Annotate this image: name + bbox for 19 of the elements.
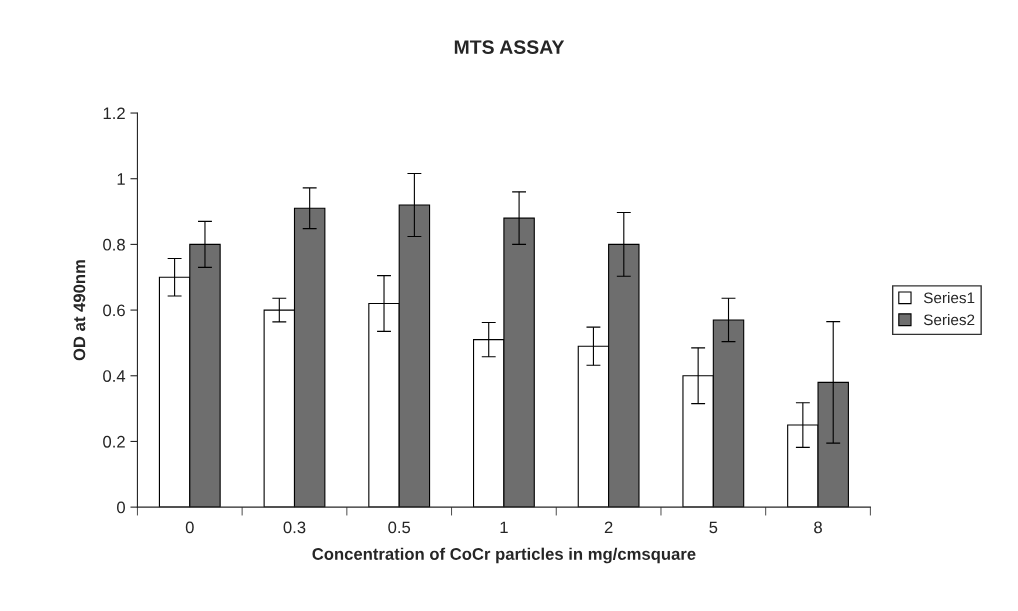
y-tick-label: 0.8 [103, 238, 125, 251]
x-tick-label: 2 [604, 521, 613, 534]
legend-label: Series1 [923, 292, 975, 304]
x-tick-label: 0 [185, 521, 194, 534]
x-tick-label: 5 [709, 521, 718, 534]
y-tick-label: 1.2 [103, 107, 125, 120]
legend-label: Series2 [923, 313, 975, 326]
x-tick-label: 8 [814, 521, 822, 534]
chart-title: MTS ASSAY [454, 40, 565, 54]
x-axis-title: Concentration of CoCr particles in mg/cmsquare [312, 547, 696, 564]
x-tick-label: 0.5 [388, 521, 411, 534]
y-tick-label: 0.6 [103, 304, 125, 317]
y-tick-label: 0.4 [103, 370, 126, 382]
y-tick-label: 1 [117, 173, 125, 185]
y-tick-label: 0 [117, 501, 125, 514]
y-tick-label: 0.2 [103, 435, 125, 448]
x-tick-label: 1 [500, 521, 508, 534]
y-axis-title: OD at 490nm [73, 260, 86, 361]
x-tick-label: 0.3 [283, 521, 306, 534]
